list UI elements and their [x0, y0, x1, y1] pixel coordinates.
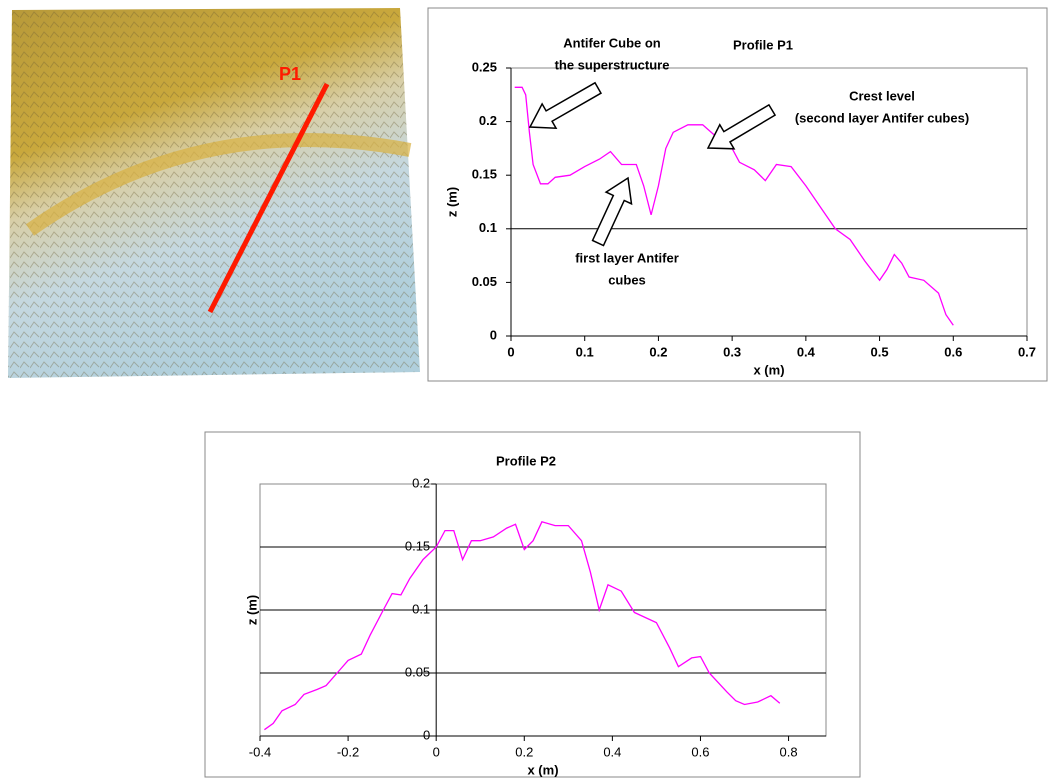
- x-tick-label: 0.1: [576, 344, 594, 359]
- x-axis-label: x (m): [753, 362, 784, 377]
- x-tick-label: 0.4: [603, 744, 621, 759]
- x-tick-label: 0.6: [944, 344, 962, 359]
- annotation: the superstructure: [555, 57, 670, 72]
- y-tick-label: 0.1: [479, 220, 497, 235]
- annotation: (second layer Antifer cubes): [795, 110, 969, 125]
- annotation: Crest level: [849, 88, 915, 103]
- y-tick-label: 0.2: [412, 475, 430, 490]
- profile-label: P1: [279, 64, 301, 84]
- x-axis-label: x (m): [527, 762, 558, 777]
- y-tick-label: 0.05: [405, 664, 430, 679]
- y-tick-label: 0.05: [472, 274, 497, 289]
- x-tick-label: 0.2: [515, 744, 533, 759]
- y-axis-label: z (m): [244, 595, 259, 625]
- y-tick-label: 0: [490, 327, 497, 342]
- x-tick-label: -0.2: [337, 744, 359, 759]
- chart-title: Profile P1: [733, 37, 793, 52]
- x-tick-label: 0.8: [780, 744, 798, 759]
- annotation: cubes: [608, 272, 646, 287]
- annotation: first layer Antifer: [575, 250, 679, 265]
- annotation: Antifer Cube on: [563, 35, 661, 50]
- y-tick-label: 0.15: [405, 538, 430, 553]
- terrain-image: P1: [8, 8, 420, 378]
- x-tick-label: 0.2: [649, 344, 667, 359]
- y-tick-label: 0.15: [472, 167, 497, 182]
- x-tick-label: 0.7: [1018, 344, 1036, 359]
- y-axis-label: z (m): [444, 187, 459, 217]
- chart-frame: [428, 8, 1047, 381]
- y-tick-label: 0.1: [412, 601, 430, 616]
- x-tick-label: -0.4: [249, 744, 271, 759]
- x-tick-label: 0: [433, 744, 440, 759]
- x-tick-label: 0.4: [797, 344, 816, 359]
- y-tick-label: 0.25: [472, 59, 497, 74]
- x-tick-label: 0: [507, 344, 514, 359]
- y-tick-label: 0: [423, 727, 430, 742]
- x-tick-label: 0.3: [723, 344, 741, 359]
- figure: P1 Profile P1 x (m) z (m) 0 0.05 0.1 0.15 0.2 0.…: [0, 0, 1055, 778]
- chart-title: Profile P2: [496, 453, 556, 468]
- x-tick-label: 0.6: [691, 744, 709, 759]
- y-tick-label: 0.2: [479, 113, 497, 128]
- x-tick-label: 0.5: [871, 344, 889, 359]
